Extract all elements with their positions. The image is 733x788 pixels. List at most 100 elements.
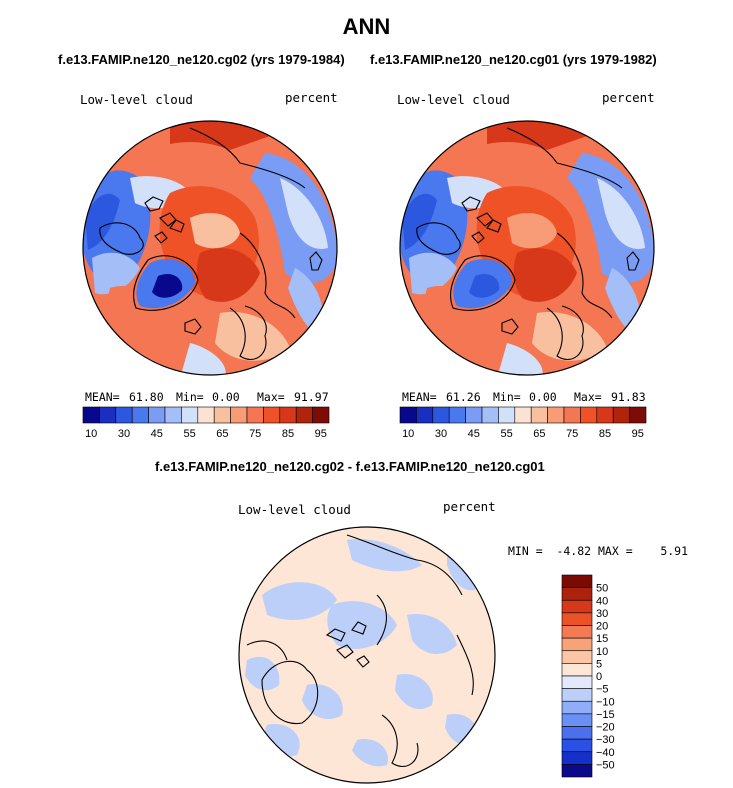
colorbar-tick-label: 95: [315, 428, 327, 440]
scandinavia-coast: [381, 714, 419, 768]
iceland-coast: [184, 318, 202, 335]
colorbar-tick-label: −10: [596, 696, 615, 708]
hudson-coast: [99, 222, 144, 255]
coast-segment: [376, 594, 387, 646]
colorbar-tick-label: 0: [596, 671, 602, 683]
colorbar-swatch: [596, 406, 614, 424]
colorbar-tick-label: 45: [468, 428, 480, 440]
colorbar-swatch: [561, 637, 593, 652]
colorbar-swatch: [530, 406, 548, 424]
panel1-variable: Low-level cloud: [80, 92, 193, 107]
diff-patch: [352, 739, 388, 767]
diff-patch: [245, 656, 280, 691]
colorbar-swatch: [547, 406, 565, 424]
colorbar-tick-label: 45: [151, 428, 163, 440]
panel1-title: f.e13.FAMIP.ne120_ne120.cg02 (yrs 1979-1…: [58, 52, 345, 67]
field-patch: [196, 248, 260, 302]
figure-title: ANN: [342, 14, 391, 39]
field-patch: [497, 343, 543, 375]
panel1-map: [82, 120, 338, 376]
colorbar-swatch: [561, 650, 593, 664]
colorbar-swatch: [561, 574, 593, 588]
colorbar-tick-label: 20: [596, 621, 608, 633]
colorbar-tick-label: 10: [402, 428, 414, 440]
panel2-max-label: Max=: [574, 390, 602, 404]
field-patch: [513, 248, 577, 302]
colorbar-swatch: [561, 663, 593, 677]
colorbar-tick-label: 10: [596, 646, 608, 658]
colorbar-swatch: [561, 713, 593, 727]
colorbar-tick-label: 85: [599, 428, 611, 440]
field-patch: [190, 213, 240, 249]
hudson-coast: [416, 222, 461, 255]
colorbar-tick-label: 65: [216, 428, 228, 440]
panel2-title: f.e13.FAMIP.ne120_ne120.cg01 (yrs 1979-1…: [370, 52, 657, 67]
panel2-mean-value: 61.26: [446, 390, 481, 404]
arctic-islands: [461, 196, 502, 244]
greenland-coast: [261, 660, 319, 725]
colorbar-tick-label: 95: [632, 428, 644, 440]
siberia-coast: [556, 232, 613, 319]
colorbar-swatch: [448, 406, 466, 424]
field-patch: [215, 312, 290, 361]
colorbar-tick-label: −15: [596, 709, 615, 721]
panel1-min-label: Min=: [176, 390, 204, 404]
diff-patch: [447, 555, 476, 591]
colorbar-swatch: [561, 675, 593, 689]
field-patch: [280, 178, 328, 249]
panel2-map: [399, 120, 655, 376]
colorbar-swatch: [481, 406, 499, 424]
colorbar-swatch: [580, 406, 598, 424]
colorbar-swatch: [629, 406, 647, 424]
colorbar-swatch: [246, 406, 264, 424]
diff-coastlines: [246, 534, 474, 768]
panel1-min-value: 0.00: [212, 390, 240, 404]
colorbar-swatch: [561, 599, 593, 614]
siberia-coast: [239, 232, 296, 319]
colorbar-tick-label: 30: [118, 428, 130, 440]
panel2-min-value: 0.00: [529, 390, 557, 404]
island-coast: [626, 251, 640, 271]
siberia-coast: [456, 634, 474, 696]
colorbar-tick-label: 30: [435, 428, 447, 440]
colorbar-tick-label: 65: [533, 428, 545, 440]
greenland-core: [469, 273, 500, 298]
field-patch: [85, 193, 120, 250]
colorbar-swatch: [561, 625, 593, 639]
greenland-coast: [450, 255, 516, 311]
colorbar-swatch: [131, 406, 149, 424]
colorbar-swatch: [263, 406, 281, 424]
field-patch: [409, 252, 457, 295]
colorbar-swatch: [432, 406, 450, 424]
colorbar-swatch: [465, 406, 483, 424]
arctic-islands: [325, 621, 370, 668]
colorbar-tick-label: 85: [282, 428, 294, 440]
coast-segment: [246, 640, 288, 661]
colorbar-swatch: [561, 726, 593, 740]
diff-map: [238, 526, 496, 784]
colorbar-tick-label: 55: [500, 428, 512, 440]
colorbar-swatch: [561, 764, 593, 778]
colorbar-swatch: [99, 406, 117, 424]
scandinavia-coast: [229, 305, 267, 361]
colorbar-swatch: [148, 406, 166, 424]
greenland-coast: [133, 255, 199, 311]
colorbar-tick-label: 40: [596, 595, 608, 607]
map-border: [82, 120, 338, 376]
coastlines: [99, 127, 323, 361]
alaska-coast: [189, 127, 306, 189]
field-patch: [597, 178, 645, 249]
iceland-coast: [501, 318, 519, 335]
colorbar-tick-label: 10: [85, 428, 97, 440]
colorbar-tick-label: −5: [596, 684, 609, 696]
panel2-colorbar: 10 30 45 55 65 75 85 95: [399, 406, 647, 440]
diff-variable: Low-level cloud: [238, 502, 351, 517]
map-field: [83, 121, 337, 375]
colorbar-tick-label: 5: [596, 658, 602, 670]
colorbar-swatch: [82, 406, 100, 424]
colorbar-swatch: [561, 751, 593, 765]
alaska-coast: [506, 127, 623, 189]
panel1-max-value: 91.97: [294, 390, 329, 404]
map-field: [400, 121, 654, 375]
